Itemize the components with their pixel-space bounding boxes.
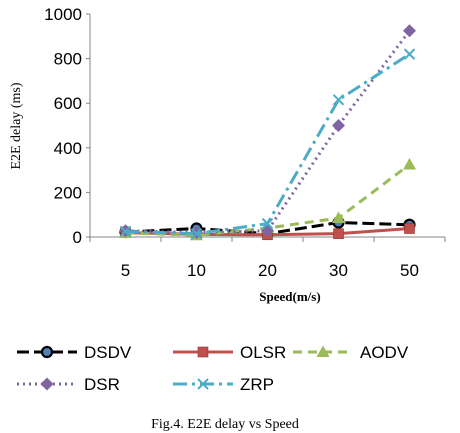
- series-dsr: [119, 24, 416, 240]
- legend-label: AODV: [360, 343, 409, 362]
- legend-item-dsdv: DSDV: [17, 343, 132, 362]
- data-point-zrp: [190, 227, 203, 240]
- series-layer: [119, 24, 416, 241]
- y-tick-label: 600: [54, 94, 82, 113]
- legend-label: DSDV: [84, 343, 132, 362]
- y-axis-title: E2E delay (ms): [9, 82, 24, 169]
- x-tick-label: 20: [258, 261, 277, 280]
- y-tick-label: 1000: [44, 5, 82, 24]
- series-line-zrp: [125, 52, 411, 236]
- x-tick-label: 30: [329, 261, 348, 280]
- data-point-olsr: [404, 223, 415, 234]
- legend-swatch-marker: [197, 378, 209, 390]
- y-tick-label: 800: [54, 50, 82, 69]
- x-axis-title: Speed(m/s): [259, 289, 320, 304]
- legend-item-dsr: DSR: [17, 375, 120, 394]
- y-tick-label: 0: [73, 228, 82, 247]
- series-line-dsr: [125, 29, 411, 235]
- legend-swatch-marker: [40, 345, 54, 359]
- legend-item-aodv: AODV: [293, 343, 409, 362]
- data-point-zrp: [261, 217, 274, 230]
- data-point-aodv: [332, 211, 345, 224]
- data-point-aodv: [403, 158, 416, 170]
- legend-label: DSR: [84, 375, 120, 394]
- legend-item-zrp: ZRP: [173, 375, 274, 394]
- legend-swatch-marker: [40, 377, 54, 391]
- y-tick-label: 400: [54, 139, 82, 158]
- data-point-zrp: [403, 48, 416, 60]
- legend-label: OLSR: [240, 343, 286, 362]
- data-point-dsr: [332, 119, 345, 132]
- y-axis-ticks: 0 200 400 600 800 1000: [44, 5, 90, 247]
- data-point-dsr: [403, 24, 416, 38]
- series-zrp: [119, 48, 416, 240]
- figure-caption: Fig.4. E2E delay vs Speed: [151, 417, 299, 432]
- x-tick-label: 10: [187, 261, 206, 280]
- x-axis-ticks: 5 10 20 30 50: [89, 237, 446, 280]
- data-point-olsr: [333, 228, 344, 239]
- chart-legend: DSDV OLSR AODV DSR ZRP: [17, 343, 409, 394]
- legend-label: ZRP: [240, 375, 274, 394]
- x-tick-label: 5: [121, 261, 130, 280]
- x-tick-label: 50: [400, 261, 419, 280]
- y-tick-label: 200: [54, 183, 82, 202]
- data-point-zrp: [332, 94, 345, 106]
- legend-swatch-marker: [316, 345, 330, 357]
- legend-swatch-marker: [197, 346, 209, 358]
- data-point-zrp: [119, 225, 132, 238]
- legend-item-olsr: OLSR: [173, 343, 286, 362]
